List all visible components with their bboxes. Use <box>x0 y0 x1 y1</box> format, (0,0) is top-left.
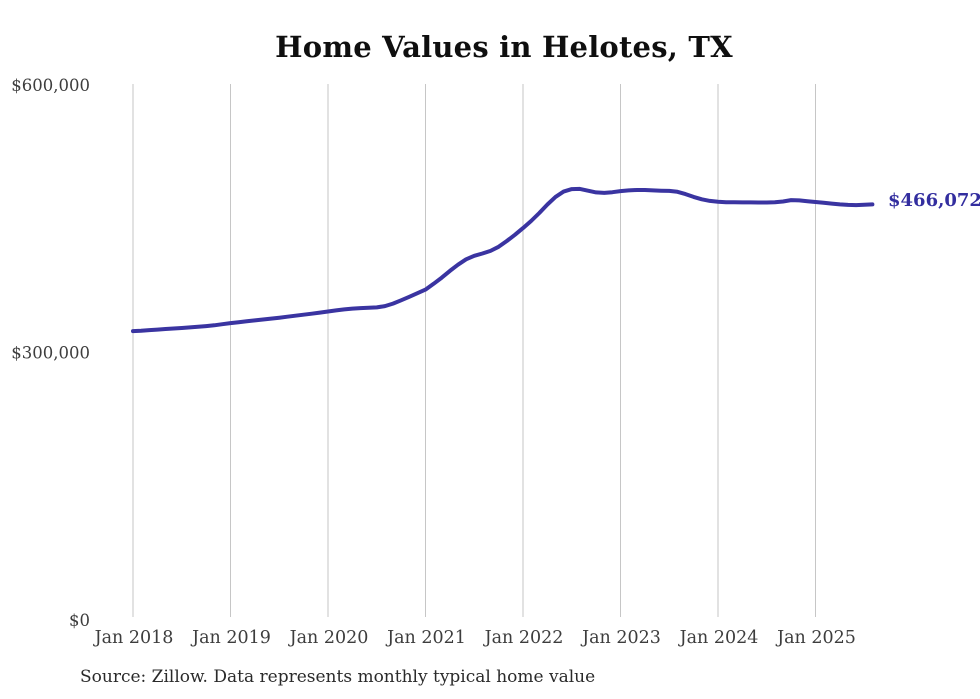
x-tick-label: Jan 2022 <box>483 628 564 648</box>
x-tick-label: Jan 2025 <box>775 628 856 648</box>
y-tick-label: $0 <box>69 611 90 630</box>
x-tick-label: Jan 2024 <box>678 628 759 648</box>
y-tick-label: $600,000 <box>11 76 90 95</box>
chart-title: Home Values in Helotes, TX <box>275 30 733 64</box>
x-tick-label: Jan 2020 <box>288 628 369 648</box>
x-tick-label: Jan 2021 <box>385 628 466 648</box>
source-note: Source: Zillow. Data represents monthly … <box>80 667 596 687</box>
x-tick-label: Jan 2018 <box>93 628 174 648</box>
home-value-line <box>131 186 875 334</box>
x-tick-label: Jan 2019 <box>190 628 271 648</box>
end-value-label: $466,072 <box>888 190 980 211</box>
y-tick-label: $300,000 <box>11 344 90 363</box>
x-tick-label: Jan 2023 <box>580 628 661 648</box>
